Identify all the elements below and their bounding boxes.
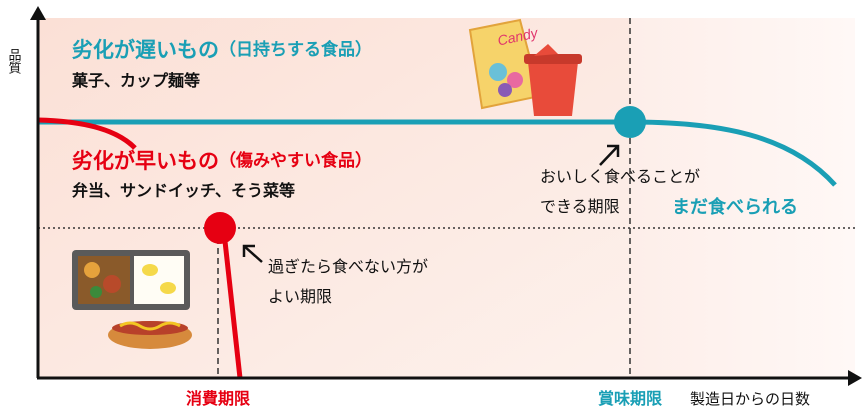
fast-title-main: 劣化が早いもの <box>72 149 219 173</box>
bento-illustration <box>72 250 192 349</box>
y-axis-arrow <box>30 6 46 20</box>
use-by-description: よい期限 <box>268 288 332 306</box>
y-axis-label: 品質 <box>7 48 22 75</box>
best-before-label: 賞味期限 <box>598 389 663 408</box>
use-by-point <box>204 212 236 244</box>
slow-title: 劣化が遅いもの（日持ちする食品） <box>72 38 372 62</box>
fast-note: （傷みやすい食品） <box>219 150 372 170</box>
best-before-after: まだ食べられる <box>672 196 798 217</box>
background <box>630 18 855 378</box>
slow-note: （日持ちする食品） <box>219 39 372 59</box>
pointer-arrow <box>599 144 620 166</box>
fast-curve <box>37 117 137 150</box>
x-axis-arrow <box>848 370 862 386</box>
x-axis-label: 製造日からの日数 <box>690 391 810 408</box>
use-by-label: 消費期限 <box>186 389 251 408</box>
candy-illustration: Candy <box>468 18 582 116</box>
fast-curve <box>221 231 243 379</box>
fast-examples: 弁当、サンドイッチ、そう菜等 <box>72 181 295 200</box>
best-before-description: おいしく食べることが <box>540 168 700 186</box>
pointer-arrow <box>242 244 263 263</box>
slow-examples: 菓子、カップ麺等 <box>71 71 200 90</box>
use-by-description: 過ぎたら食べない方が <box>268 258 428 276</box>
fast-title: 劣化が早いもの（傷みやすい食品） <box>72 149 372 173</box>
best-before-description: できる期限 <box>540 198 620 216</box>
slow-curve <box>38 119 837 187</box>
slow-title-main: 劣化が遅いもの <box>72 38 219 62</box>
best-before-point <box>614 106 646 138</box>
